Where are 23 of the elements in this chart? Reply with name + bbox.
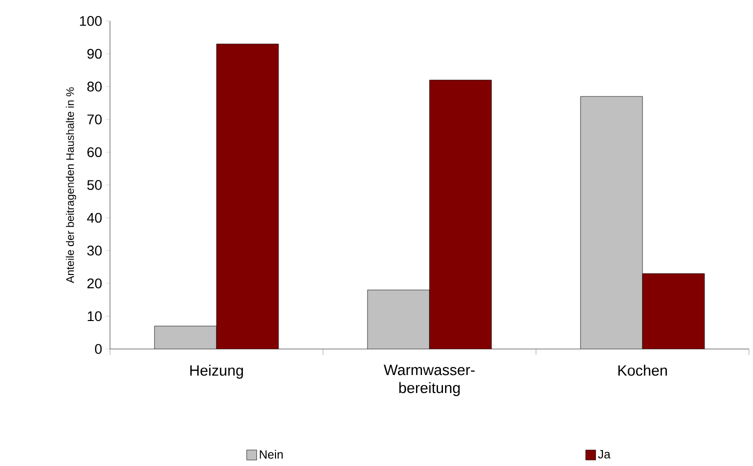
y-tick-label: 80 (87, 82, 102, 92)
bar (430, 80, 492, 349)
y-tick-label: 60 (87, 147, 102, 158)
y-tick-label: 20 (87, 278, 102, 288)
x-tick-label: Kochen (618, 364, 667, 376)
bar (154, 326, 217, 349)
y-tick-label: 10 (88, 311, 102, 322)
bar (642, 273, 705, 349)
bar (580, 96, 643, 349)
bar (216, 44, 279, 349)
y-tick-label: 50 (87, 180, 102, 190)
y-tick-label: 40 (87, 212, 102, 223)
legend-label: Nein (260, 450, 283, 459)
y-axis-title: Anteile der beitragenden Haushalte in % (66, 87, 76, 284)
y-tick-label: 30 (87, 246, 102, 256)
bar (368, 290, 430, 349)
y-tick-label: 100 (80, 16, 102, 26)
x-tick-label: Warmwasser-bereitung (384, 364, 475, 396)
x-tick-label: Heizung (190, 364, 243, 379)
y-tick-label: 70 (87, 114, 102, 124)
y-tick-label: 90 (87, 48, 102, 59)
legend-label: Ja (598, 450, 610, 458)
y-tick-label: 0 (95, 344, 102, 354)
